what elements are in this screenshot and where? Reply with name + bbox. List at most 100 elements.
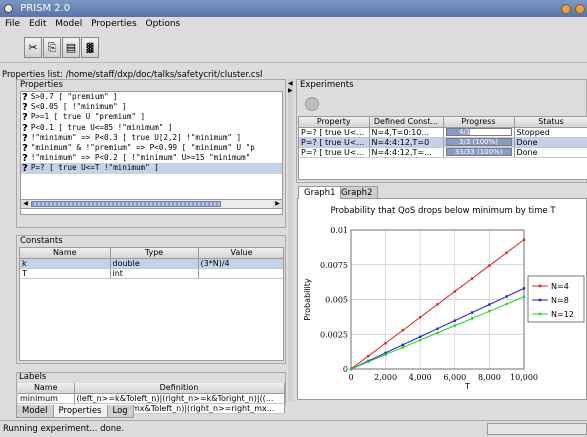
list-item[interactable]: ? P<0.1 [ true U<=85 !"minimum" ] [21, 123, 282, 134]
legend-entry: N=8 [551, 296, 569, 305]
experiments-col-constants[interactable]: Defined Const... [369, 117, 444, 128]
labels-panel: Labels [16, 372, 286, 402]
plot-area [350, 229, 525, 370]
property-status-icon: ? [22, 153, 28, 165]
y-tick-label: 0 [343, 365, 348, 374]
y-tick-label: 0.0075 [320, 261, 348, 270]
experiment-progress: 33/33 (100%) [443, 147, 515, 158]
experiments-table: Property Defined Const... Progress Statu… [299, 117, 587, 158]
table-row[interactable]: minimum (left_n>=k&Toleft_n)|(right_n>=k&… [18, 393, 285, 404]
data-point [401, 343, 405, 347]
labels-col-definition[interactable]: Definition [74, 383, 285, 394]
data-point [505, 295, 508, 298]
list-item[interactable]: ? S>0.7 [ "premium" ] [21, 92, 282, 103]
experiments-col-status[interactable]: Status [514, 117, 587, 128]
constant-type: int [110, 268, 199, 279]
copy-button[interactable]: ⎘ [43, 37, 61, 58]
delete-button[interactable]: ▓ [81, 37, 99, 58]
legend-marker [538, 298, 542, 302]
menu-properties[interactable]: Properties [91, 19, 137, 29]
data-point [522, 295, 526, 298]
splitter-right-icon[interactable]: ▶ [288, 87, 293, 94]
menu-model[interactable]: Model [55, 19, 83, 29]
run-experiment-icon[interactable] [305, 97, 319, 111]
experiment-progress: 3/3 (100%) [443, 137, 515, 148]
probability-chart: Probability that QoS drops below minimum… [303, 206, 585, 391]
tab-properties[interactable]: Properties [52, 405, 108, 418]
list-item[interactable]: ? "minimum" & !"premium" => P<0.99 [ "min… [21, 143, 282, 154]
list-item[interactable]: ? !"minimum" => P<0.3 [ true U[2,2] !"min… [21, 132, 282, 144]
progress-fill [446, 139, 511, 145]
property-text: S>0.7 [ "premium" ] [30, 92, 118, 101]
constant-type: double [110, 258, 199, 269]
minimize-icon[interactable] [560, 4, 571, 14]
table-row[interactable]: k double (3*N)/4 [20, 258, 283, 269]
experiment-property: P=? [ true U<... [299, 147, 370, 158]
constants-col-name[interactable]: Name [20, 248, 111, 259]
constants-col-value[interactable]: Value [198, 248, 283, 259]
menu-edit[interactable]: Edit [28, 19, 47, 29]
experiment-constants: N=4,T=0:10... [369, 127, 444, 138]
list-item[interactable]: ? !"minimum" => P<0.2 [ !"minimum" U>=15 … [21, 153, 282, 165]
data-point [401, 329, 405, 332]
paste-button[interactable]: ▤ [62, 37, 80, 58]
data-point [401, 346, 405, 349]
labels-table-area: Name Definition minimum (left_n>=k&Toleft_n… [18, 383, 285, 414]
menu-file[interactable]: File [5, 19, 21, 29]
property-text: !"minimum" => P<0.3 [ true U[2,2] !"mini… [30, 132, 242, 142]
scroll-right-icon[interactable]: ▶ [273, 200, 282, 208]
data-point [488, 309, 491, 313]
menu-options[interactable]: Options [145, 19, 181, 29]
property-status-icon: ? [22, 132, 28, 144]
property-status-icon: ? [22, 92, 28, 103]
tab-graph1[interactable]: Graph1 [298, 186, 342, 199]
scroll-thumb[interactable] [31, 201, 221, 207]
table-row[interactable]: P=? [ true U<... N=4,T=0:10... 4/11 (36%) S… [299, 127, 587, 138]
experiments-col-progress[interactable]: Progress [443, 117, 515, 128]
status-progress-box [487, 423, 587, 435]
main-tabs: Model Properties Log [16, 405, 134, 418]
vertical-splitter[interactable]: ◀ ▶ [288, 79, 293, 401]
list-item[interactable]: ? P=? [ true U<=T !"minimum" ] [21, 163, 282, 174]
data-point [367, 354, 370, 358]
properties-panel: Properties ? S>0.7 [ "premium" ]? S<0.05 [… [16, 79, 286, 228]
constant-value[interactable] [198, 268, 283, 279]
progress-text: 3/3 (100%) [459, 138, 498, 146]
data-point [436, 327, 439, 330]
labels-col-name[interactable]: Name [18, 383, 75, 394]
list-item[interactable]: ? P>=1 [ true U "premium" ] [21, 112, 282, 124]
property-status-icon: ? [22, 102, 28, 114]
graph-panel: Probability that QoS drops below minimum… [297, 198, 587, 400]
progress-text: 4/11 (36%) [459, 128, 498, 136]
experiment-status: Done [514, 147, 587, 158]
experiment-constants: N=4:4:12,T=0 [369, 137, 444, 148]
scroll-left-icon[interactable]: ◀ [21, 200, 30, 208]
properties-hscrollbar[interactable]: ◀ ▶ [20, 199, 283, 209]
properties-list[interactable]: ? S>0.7 [ "premium" ]? S<0.05 [ !"minimum"… [20, 91, 283, 215]
label-name: minimum [18, 393, 75, 404]
experiments-panel-title: Experiments [300, 80, 354, 90]
data-point [419, 335, 422, 338]
progress-bar: 33/33 (100%) [445, 148, 512, 156]
constant-value[interactable]: (3*N)/4 [198, 258, 283, 269]
experiments-col-property[interactable]: Property [299, 117, 370, 128]
legend-marker [538, 312, 542, 316]
constants-col-type[interactable]: Type [110, 248, 199, 259]
maximize-icon[interactable] [575, 4, 585, 14]
tab-log[interactable]: Log [106, 405, 134, 418]
table-row[interactable]: P=? [ true U<... N=4:4:12,T=0 3/3 (100%) Do… [299, 137, 587, 148]
property-status-icon: ? [22, 112, 28, 124]
data-point [505, 302, 508, 306]
cut-button[interactable]: ✂ [24, 37, 42, 58]
data-point [505, 251, 508, 254]
table-row[interactable]: T int [20, 268, 283, 279]
x-axis-label: T [464, 382, 470, 391]
y-tick-label: 0.01 [330, 226, 348, 235]
splitter-left-icon[interactable]: ◀ [288, 80, 293, 87]
table-row[interactable]: P=? [ true U<... N=4:4:12,T=... 33/33 (100… [299, 147, 587, 158]
window-controls [560, 3, 585, 20]
legend-entry: N=4 [551, 282, 569, 291]
tab-model[interactable]: Model [16, 405, 54, 418]
list-item[interactable]: ? S<0.05 [ !"minimum" ] [21, 102, 282, 114]
data-point [384, 351, 387, 355]
